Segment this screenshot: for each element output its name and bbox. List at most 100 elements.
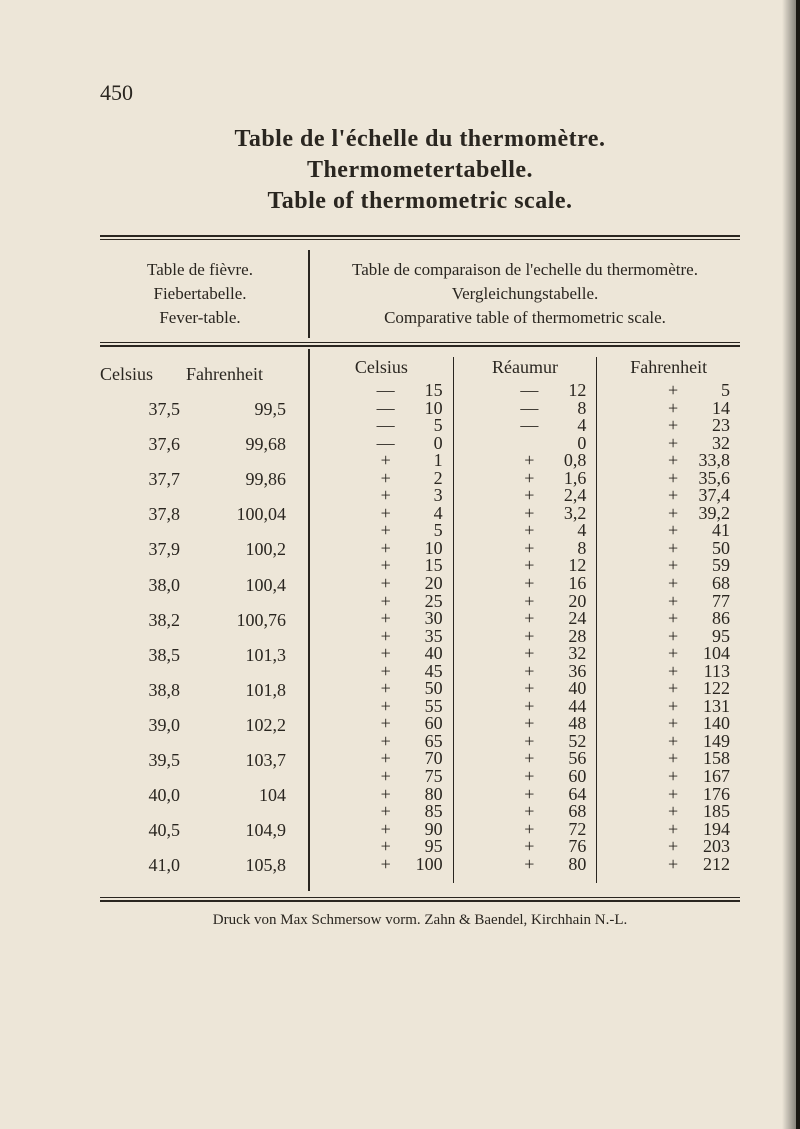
right-header-c: Celsius [320, 357, 443, 378]
sign: + [375, 575, 397, 593]
table-row: +75 [320, 768, 443, 786]
right-header-r: Réaumur [464, 357, 587, 378]
cell-fahrenheit: 102,2 [186, 708, 302, 743]
table-row: +23 [607, 417, 730, 435]
footer: Druck von Max Schmersow vorm. Zahn & Bae… [100, 912, 740, 929]
rule-bottom-inner [100, 897, 740, 898]
value: 80 [540, 856, 586, 874]
table-row: +16 [464, 575, 587, 593]
cell-fahrenheit: 100,04 [186, 497, 302, 532]
table-row: +100 [320, 856, 443, 874]
page: 450 Table de l'échelle du thermomètre. T… [0, 0, 800, 969]
table-row: —12 [464, 382, 587, 400]
table-row: +20 [320, 575, 443, 593]
rule-top-outer [100, 235, 740, 237]
table-row: —4 [464, 417, 587, 435]
table-row: 39,0102,2 [100, 708, 302, 743]
table-row: 38,5101,3 [100, 638, 302, 673]
sign: + [662, 768, 684, 786]
left-table-header: Celsius Fahrenheit [100, 357, 302, 392]
cell-fahrenheit: 101,8 [186, 673, 302, 708]
value: 20 [397, 575, 443, 593]
value: 5 [397, 417, 443, 435]
value: 212 [684, 856, 730, 874]
header-left-2: Fiebertabelle. [100, 284, 300, 304]
sign: + [518, 856, 540, 874]
cell-celsius: 38,5 [100, 638, 186, 673]
value: 167 [684, 768, 730, 786]
cell-celsius: 37,9 [100, 532, 186, 567]
value: 23 [684, 417, 730, 435]
sign: + [375, 856, 397, 874]
table-header-row: Table de fièvre. Fiebertabelle. Fever-ta… [100, 250, 740, 338]
value: 15 [397, 382, 443, 400]
cell-celsius: 40,0 [100, 778, 186, 813]
page-number: 450 [100, 80, 740, 106]
cell-celsius: 37,7 [100, 462, 186, 497]
cell-celsius: 41,0 [100, 848, 186, 883]
rule-header-sep1 [100, 342, 740, 343]
value: 5 [684, 382, 730, 400]
cell-fahrenheit: 99,68 [186, 427, 302, 462]
cell-celsius: 38,8 [100, 673, 186, 708]
value: 68 [684, 575, 730, 593]
left-table: Celsius Fahrenheit 37,599,537,699,6837,7… [100, 349, 310, 891]
right-col-celsius: Celsius —15—10—5—0+1+2+3+4+5+10+15+20+25… [310, 357, 454, 883]
right-col-r-body: —12—8—40+0,8+1,6+2,4+3,2+4+8+12+16+20+24… [464, 382, 587, 873]
title-fr: Table de l'échelle du thermomètre. [100, 126, 740, 153]
cell-celsius: 37,8 [100, 497, 186, 532]
cell-celsius: 39,0 [100, 708, 186, 743]
cell-celsius: 38,0 [100, 568, 186, 603]
table-row: 40,0104 [100, 778, 302, 813]
table-row: 37,699,68 [100, 427, 302, 462]
table-row: 37,599,5 [100, 392, 302, 427]
table-row: 37,799,86 [100, 462, 302, 497]
sign: — [518, 417, 540, 435]
cell-fahrenheit: 100,2 [186, 532, 302, 567]
title-de: Thermometertabelle. [100, 157, 740, 184]
table-row: 41,0105,8 [100, 848, 302, 883]
header-right-3: Comparative table of thermometric scale. [318, 308, 732, 328]
table-row: +5 [607, 382, 730, 400]
rule-top-inner [100, 239, 740, 240]
data-row: Celsius Fahrenheit 37,599,537,699,6837,7… [100, 349, 740, 891]
cell-celsius: 40,5 [100, 813, 186, 848]
sign: + [662, 382, 684, 400]
right-col-f-body: +5+14+23+32+33,8+35,6+37,4+39,2+41+50+59… [607, 382, 730, 873]
right-table: Celsius —15—10—5—0+1+2+3+4+5+10+15+20+25… [310, 349, 740, 891]
value: 4 [540, 417, 586, 435]
cell-fahrenheit: 103,7 [186, 743, 302, 778]
sign: + [518, 575, 540, 593]
sign: — [375, 417, 397, 435]
value: 100 [397, 856, 443, 874]
cell-celsius: 38,2 [100, 603, 186, 638]
table-row: +80 [464, 856, 587, 874]
rule-header-sep2 [100, 345, 740, 347]
cell-fahrenheit: 104,9 [186, 813, 302, 848]
table-row: +68 [607, 575, 730, 593]
sign: + [662, 575, 684, 593]
table-row: 40,5104,9 [100, 813, 302, 848]
header-right: Table de comparaison de l'echelle du the… [310, 250, 740, 338]
header-right-1: Table de comparaison de l'echelle du the… [318, 260, 732, 280]
table-row: +212 [607, 856, 730, 874]
table-row: +60 [464, 768, 587, 786]
left-col2-label: Fahrenheit [186, 357, 302, 392]
left-col1-label: Celsius [100, 357, 186, 392]
page-edge [796, 0, 800, 1129]
header-left: Table de fièvre. Fiebertabelle. Fever-ta… [100, 250, 310, 338]
value: 75 [397, 768, 443, 786]
table-row: —15 [320, 382, 443, 400]
cell-fahrenheit: 100,76 [186, 603, 302, 638]
table-row: 38,8101,8 [100, 673, 302, 708]
title-en: Table of thermometric scale. [100, 188, 740, 215]
cell-fahrenheit: 100,4 [186, 568, 302, 603]
table-row: 37,9100,2 [100, 532, 302, 567]
table-row: 37,8100,04 [100, 497, 302, 532]
header-right-2: Vergleichungstabelle. [318, 284, 732, 304]
rule-bottom-outer [100, 900, 740, 902]
value: 60 [540, 768, 586, 786]
table-row: 39,5103,7 [100, 743, 302, 778]
cell-fahrenheit: 99,5 [186, 392, 302, 427]
cell-fahrenheit: 99,86 [186, 462, 302, 497]
